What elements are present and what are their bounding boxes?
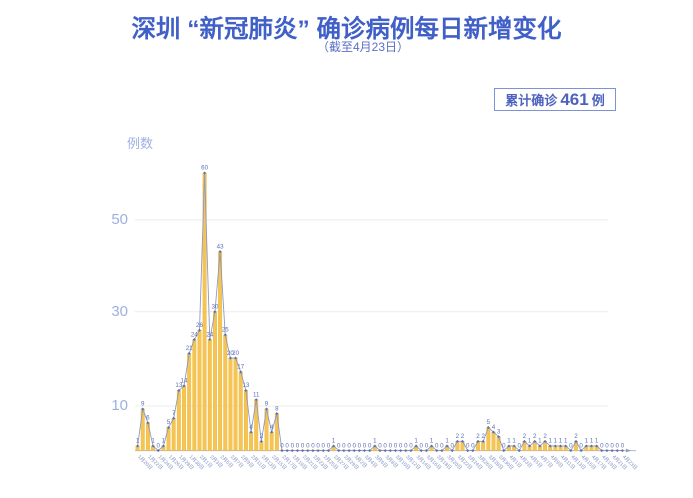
svg-text:0: 0 <box>440 442 444 449</box>
svg-text:1: 1 <box>528 438 532 445</box>
svg-text:20: 20 <box>232 350 239 357</box>
svg-text:2: 2 <box>456 433 460 440</box>
svg-text:60: 60 <box>201 165 208 172</box>
svg-text:1: 1 <box>445 438 449 445</box>
svg-text:0: 0 <box>327 442 331 449</box>
svg-text:0: 0 <box>342 442 346 449</box>
svg-text:14: 14 <box>181 378 188 385</box>
svg-text:3: 3 <box>497 428 501 435</box>
svg-text:0: 0 <box>394 442 398 449</box>
svg-text:0: 0 <box>389 442 393 449</box>
svg-text:0: 0 <box>610 442 614 449</box>
svg-text:1: 1 <box>585 438 589 445</box>
svg-text:0: 0 <box>347 442 351 449</box>
svg-text:0: 0 <box>435 442 439 449</box>
svg-text:0: 0 <box>322 442 326 449</box>
svg-text:0: 0 <box>296 442 300 449</box>
svg-text:50: 50 <box>111 211 128 228</box>
svg-text:0: 0 <box>425 442 429 449</box>
svg-text:2: 2 <box>523 433 527 440</box>
svg-text:0: 0 <box>156 442 160 449</box>
svg-text:0: 0 <box>502 442 506 449</box>
svg-text:2: 2 <box>543 433 547 440</box>
svg-text:6: 6 <box>146 415 150 422</box>
svg-text:0: 0 <box>337 442 341 449</box>
svg-text:13: 13 <box>242 382 249 389</box>
svg-text:1: 1 <box>548 438 552 445</box>
svg-text:0: 0 <box>378 442 382 449</box>
svg-text:1: 1 <box>162 438 166 445</box>
svg-text:7: 7 <box>172 410 176 417</box>
svg-text:0: 0 <box>621 442 625 449</box>
svg-text:8: 8 <box>275 405 279 412</box>
svg-text:0: 0 <box>420 442 424 449</box>
svg-text:5: 5 <box>167 419 171 426</box>
svg-text:4: 4 <box>270 424 274 431</box>
svg-text:0: 0 <box>280 442 284 449</box>
svg-text:1: 1 <box>414 438 418 445</box>
svg-text:1: 1 <box>151 438 155 445</box>
svg-text:30: 30 <box>212 303 219 310</box>
svg-text:2: 2 <box>533 433 537 440</box>
svg-text:0: 0 <box>285 442 289 449</box>
svg-text:1: 1 <box>554 438 558 445</box>
svg-text:0: 0 <box>368 442 372 449</box>
svg-text:2: 2 <box>476 433 480 440</box>
svg-text:0: 0 <box>399 442 403 449</box>
svg-text:11: 11 <box>253 391 260 398</box>
svg-text:1: 1 <box>590 438 594 445</box>
svg-text:0: 0 <box>600 442 604 449</box>
svg-text:0: 0 <box>450 442 454 449</box>
svg-text:2: 2 <box>461 433 465 440</box>
svg-text:0: 0 <box>466 442 470 449</box>
svg-text:1: 1 <box>136 438 140 445</box>
svg-text:1: 1 <box>512 438 516 445</box>
svg-text:21: 21 <box>186 345 193 352</box>
svg-text:0: 0 <box>306 442 310 449</box>
svg-text:1: 1 <box>595 438 599 445</box>
svg-text:0: 0 <box>311 442 315 449</box>
svg-text:9: 9 <box>141 401 145 408</box>
svg-text:0: 0 <box>358 442 362 449</box>
svg-text:0: 0 <box>616 442 620 449</box>
svg-text:0: 0 <box>363 442 367 449</box>
svg-text:30: 30 <box>111 303 128 320</box>
svg-text:24: 24 <box>206 331 213 338</box>
svg-text:0: 0 <box>409 442 413 449</box>
svg-text:0: 0 <box>291 442 295 449</box>
svg-text:2: 2 <box>260 433 264 440</box>
svg-text:1: 1 <box>564 438 568 445</box>
svg-text:1: 1 <box>507 438 511 445</box>
svg-text:0: 0 <box>352 442 356 449</box>
svg-text:0: 0 <box>316 442 320 449</box>
svg-text:4: 4 <box>492 424 496 431</box>
svg-text:2: 2 <box>481 433 485 440</box>
svg-text:0: 0 <box>569 442 573 449</box>
svg-text:4: 4 <box>249 424 253 431</box>
svg-text:10: 10 <box>111 397 128 414</box>
svg-text:1: 1 <box>538 438 542 445</box>
svg-text:5: 5 <box>487 419 491 426</box>
svg-text:0: 0 <box>518 442 522 449</box>
svg-text:9: 9 <box>265 401 269 408</box>
svg-text:0: 0 <box>383 442 387 449</box>
svg-text:1: 1 <box>430 438 434 445</box>
svg-text:17: 17 <box>237 364 244 371</box>
svg-text:0: 0 <box>301 442 305 449</box>
svg-text:43: 43 <box>217 243 224 250</box>
svg-text:24: 24 <box>191 331 198 338</box>
svg-text:0: 0 <box>471 442 475 449</box>
svg-text:1: 1 <box>373 438 377 445</box>
svg-text:0: 0 <box>579 442 583 449</box>
svg-text:1: 1 <box>559 438 563 445</box>
svg-text:0: 0 <box>404 442 408 449</box>
svg-text:1: 1 <box>332 438 336 445</box>
svg-text:26: 26 <box>196 322 203 329</box>
svg-text:0: 0 <box>605 442 609 449</box>
svg-text:25: 25 <box>222 327 229 334</box>
svg-text:2: 2 <box>574 433 578 440</box>
